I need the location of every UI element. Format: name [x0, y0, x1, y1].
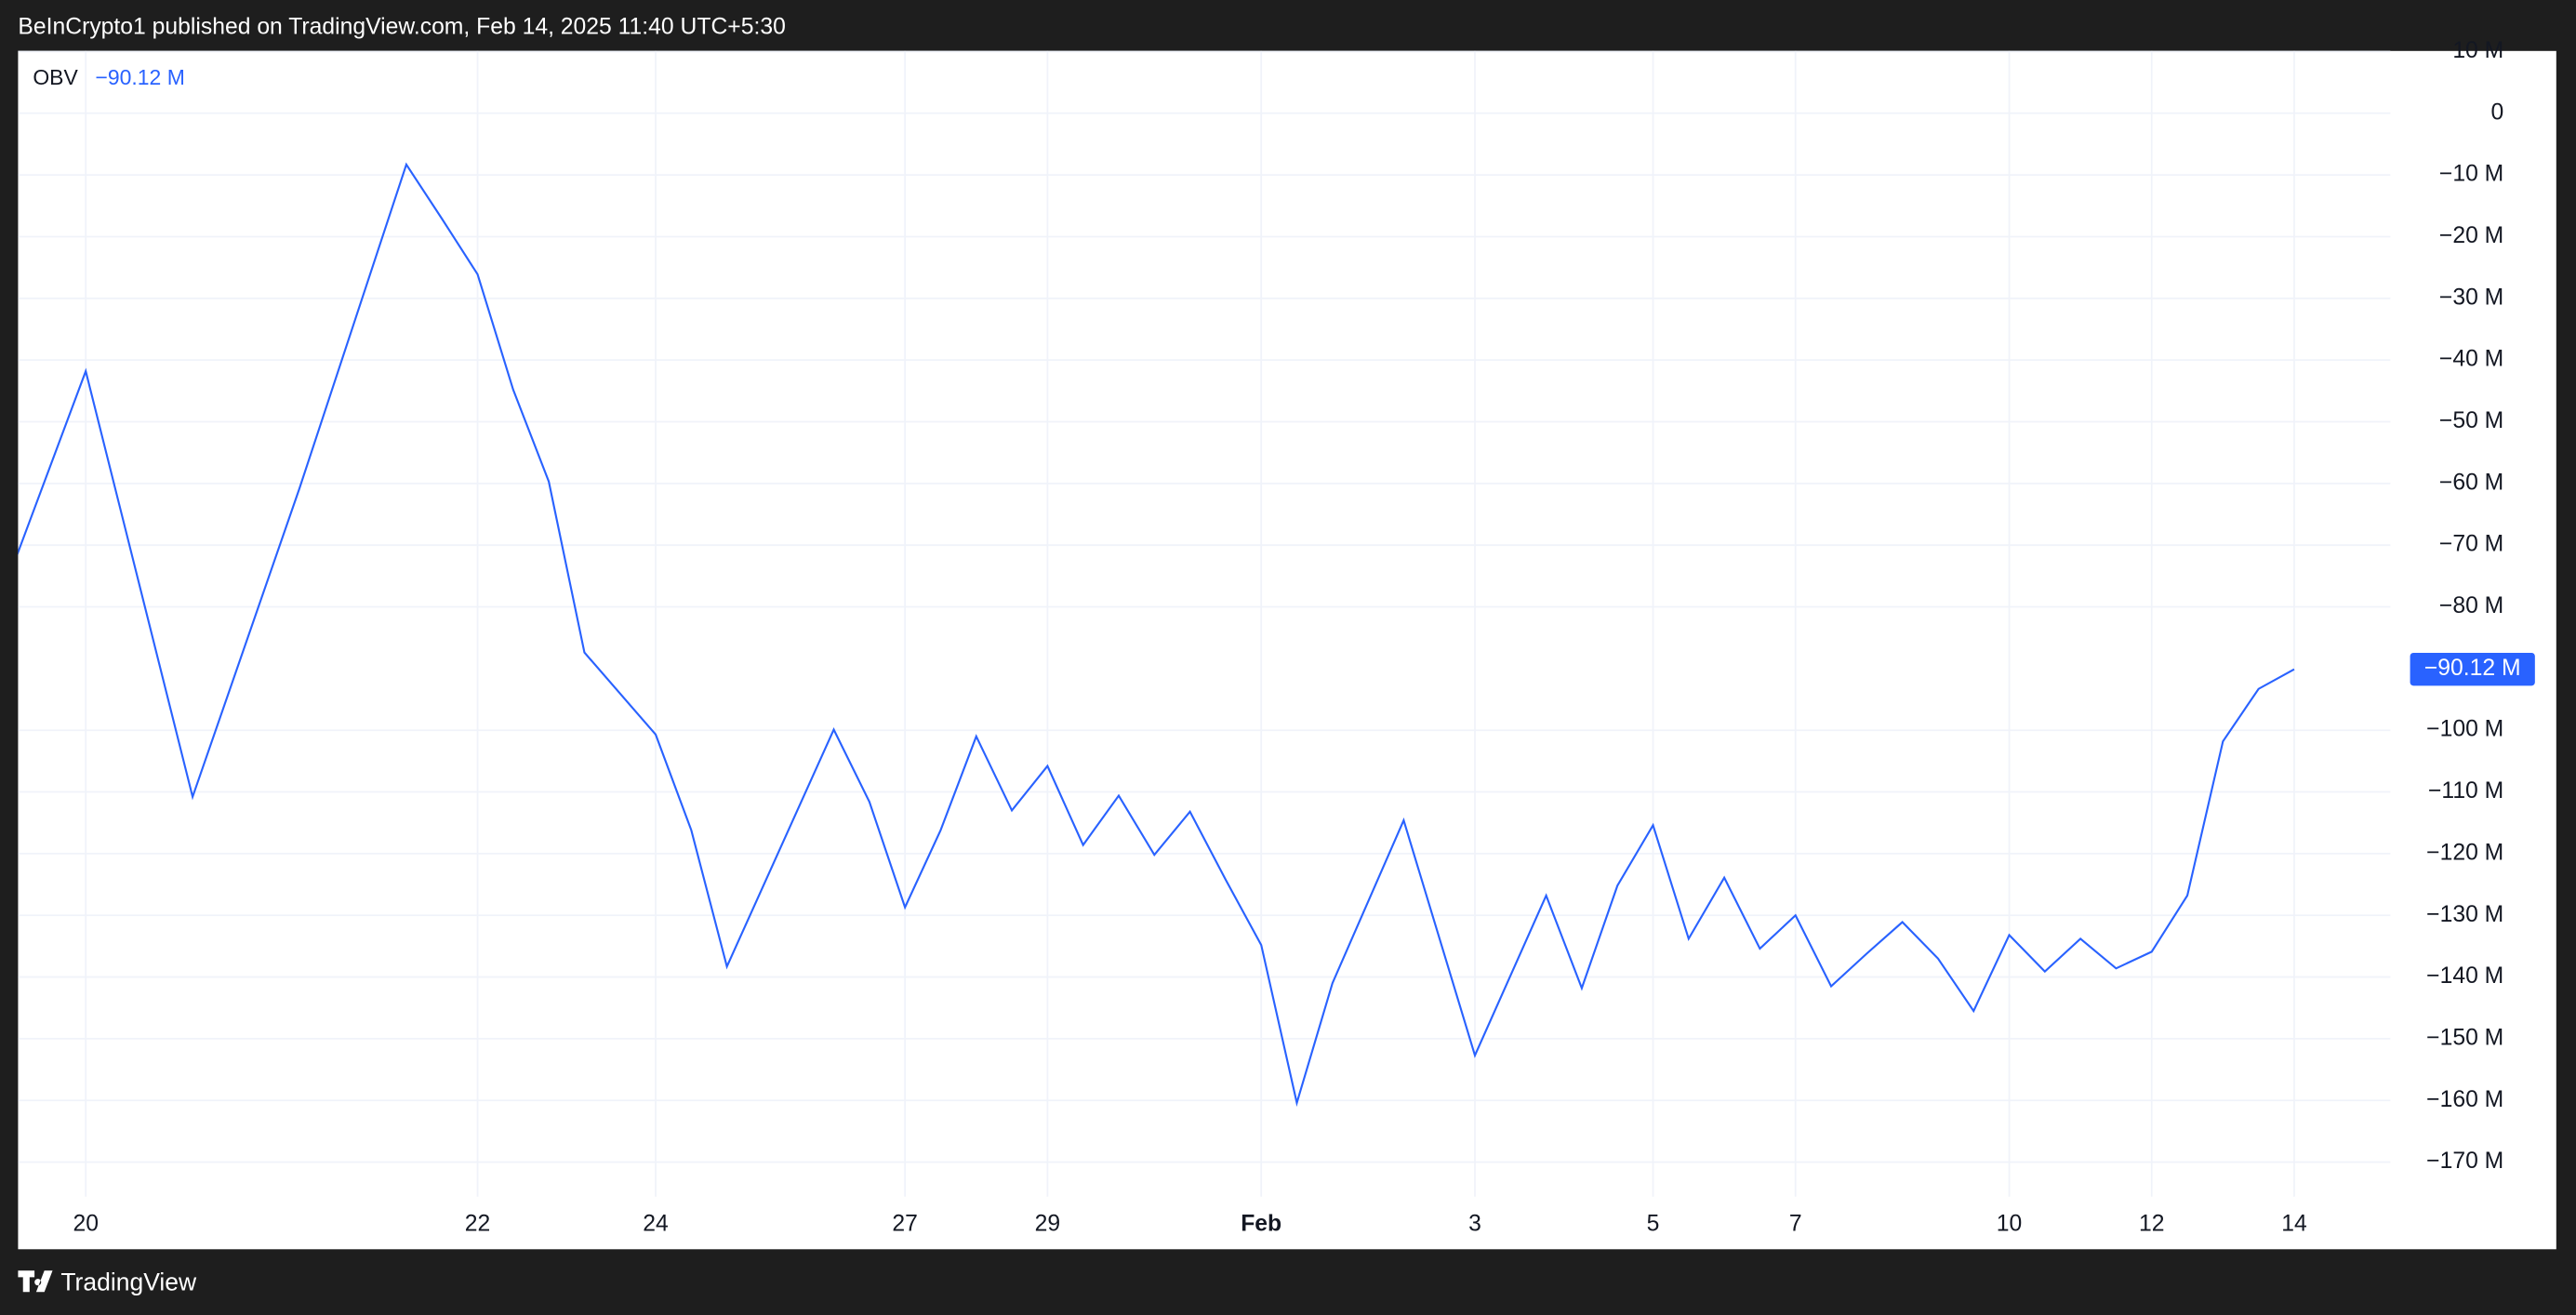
- y-tick-label: −80 M: [2439, 593, 2503, 618]
- legend: OBV −90.12 M: [33, 65, 185, 89]
- y-tick-label: −20 M: [2439, 223, 2503, 248]
- y-tick-label: −150 M: [2426, 1025, 2503, 1050]
- x-tick-label: 7: [1789, 1211, 1802, 1236]
- legend-name: OBV: [33, 65, 78, 89]
- x-tick-label: Feb: [1241, 1211, 1281, 1236]
- x-tick-label: 5: [1647, 1211, 1660, 1236]
- price-tag: [2410, 652, 2535, 686]
- brand-logo: [18, 1270, 53, 1293]
- y-tick-label: −70 M: [2439, 532, 2503, 557]
- y-tick-label: 10 M: [2452, 38, 2503, 63]
- x-tick-label: 22: [465, 1211, 490, 1236]
- y-tick-label: −120 M: [2426, 840, 2503, 865]
- x-tick-label: 3: [1468, 1211, 1481, 1236]
- plot: [18, 162, 2295, 1108]
- x-tick-label: 27: [892, 1211, 917, 1236]
- x-tick-label: 14: [2281, 1211, 2307, 1236]
- obv-line: [18, 162, 2295, 1108]
- x-tick-label: 20: [73, 1211, 98, 1236]
- axes-labels: 10 M 0 −10 M −20 M −30 M −40 M −50 M −60 M −70 M…: [73, 38, 2535, 1236]
- y-tick-label: −50 M: [2439, 408, 2503, 433]
- y-tick-label: −110 M: [2428, 778, 2503, 804]
- y-tick-label: 0: [2491, 100, 2504, 125]
- y-tick-label: −130 M: [2426, 902, 2503, 927]
- brand-name: TradingView: [60, 1268, 197, 1295]
- y-tick-label: −100 M: [2426, 717, 2503, 742]
- y-tick-label: −140 M: [2426, 963, 2503, 989]
- y-tick-label: −30 M: [2439, 285, 2503, 310]
- legend-value: −90.12 M: [95, 65, 184, 89]
- x-tick-label: 29: [1035, 1211, 1060, 1236]
- x-tick-label: 12: [2139, 1211, 2164, 1236]
- x-tick-label: 24: [643, 1211, 669, 1236]
- chart-panel: [18, 50, 2556, 1250]
- y-tick-label: −160 M: [2426, 1087, 2503, 1112]
- x-tick-label: 10: [1997, 1211, 2022, 1236]
- y-tick-label: −10 M: [2439, 162, 2503, 187]
- y-tick-label: −60 M: [2439, 470, 2503, 495]
- y-tick-label: −40 M: [2439, 347, 2503, 372]
- y-tick-label: −170 M: [2426, 1149, 2503, 1174]
- price-tag-label: −90.12 M: [2424, 656, 2521, 681]
- header-title: BeInCrypto1 published on TradingView.com…: [18, 15, 785, 40]
